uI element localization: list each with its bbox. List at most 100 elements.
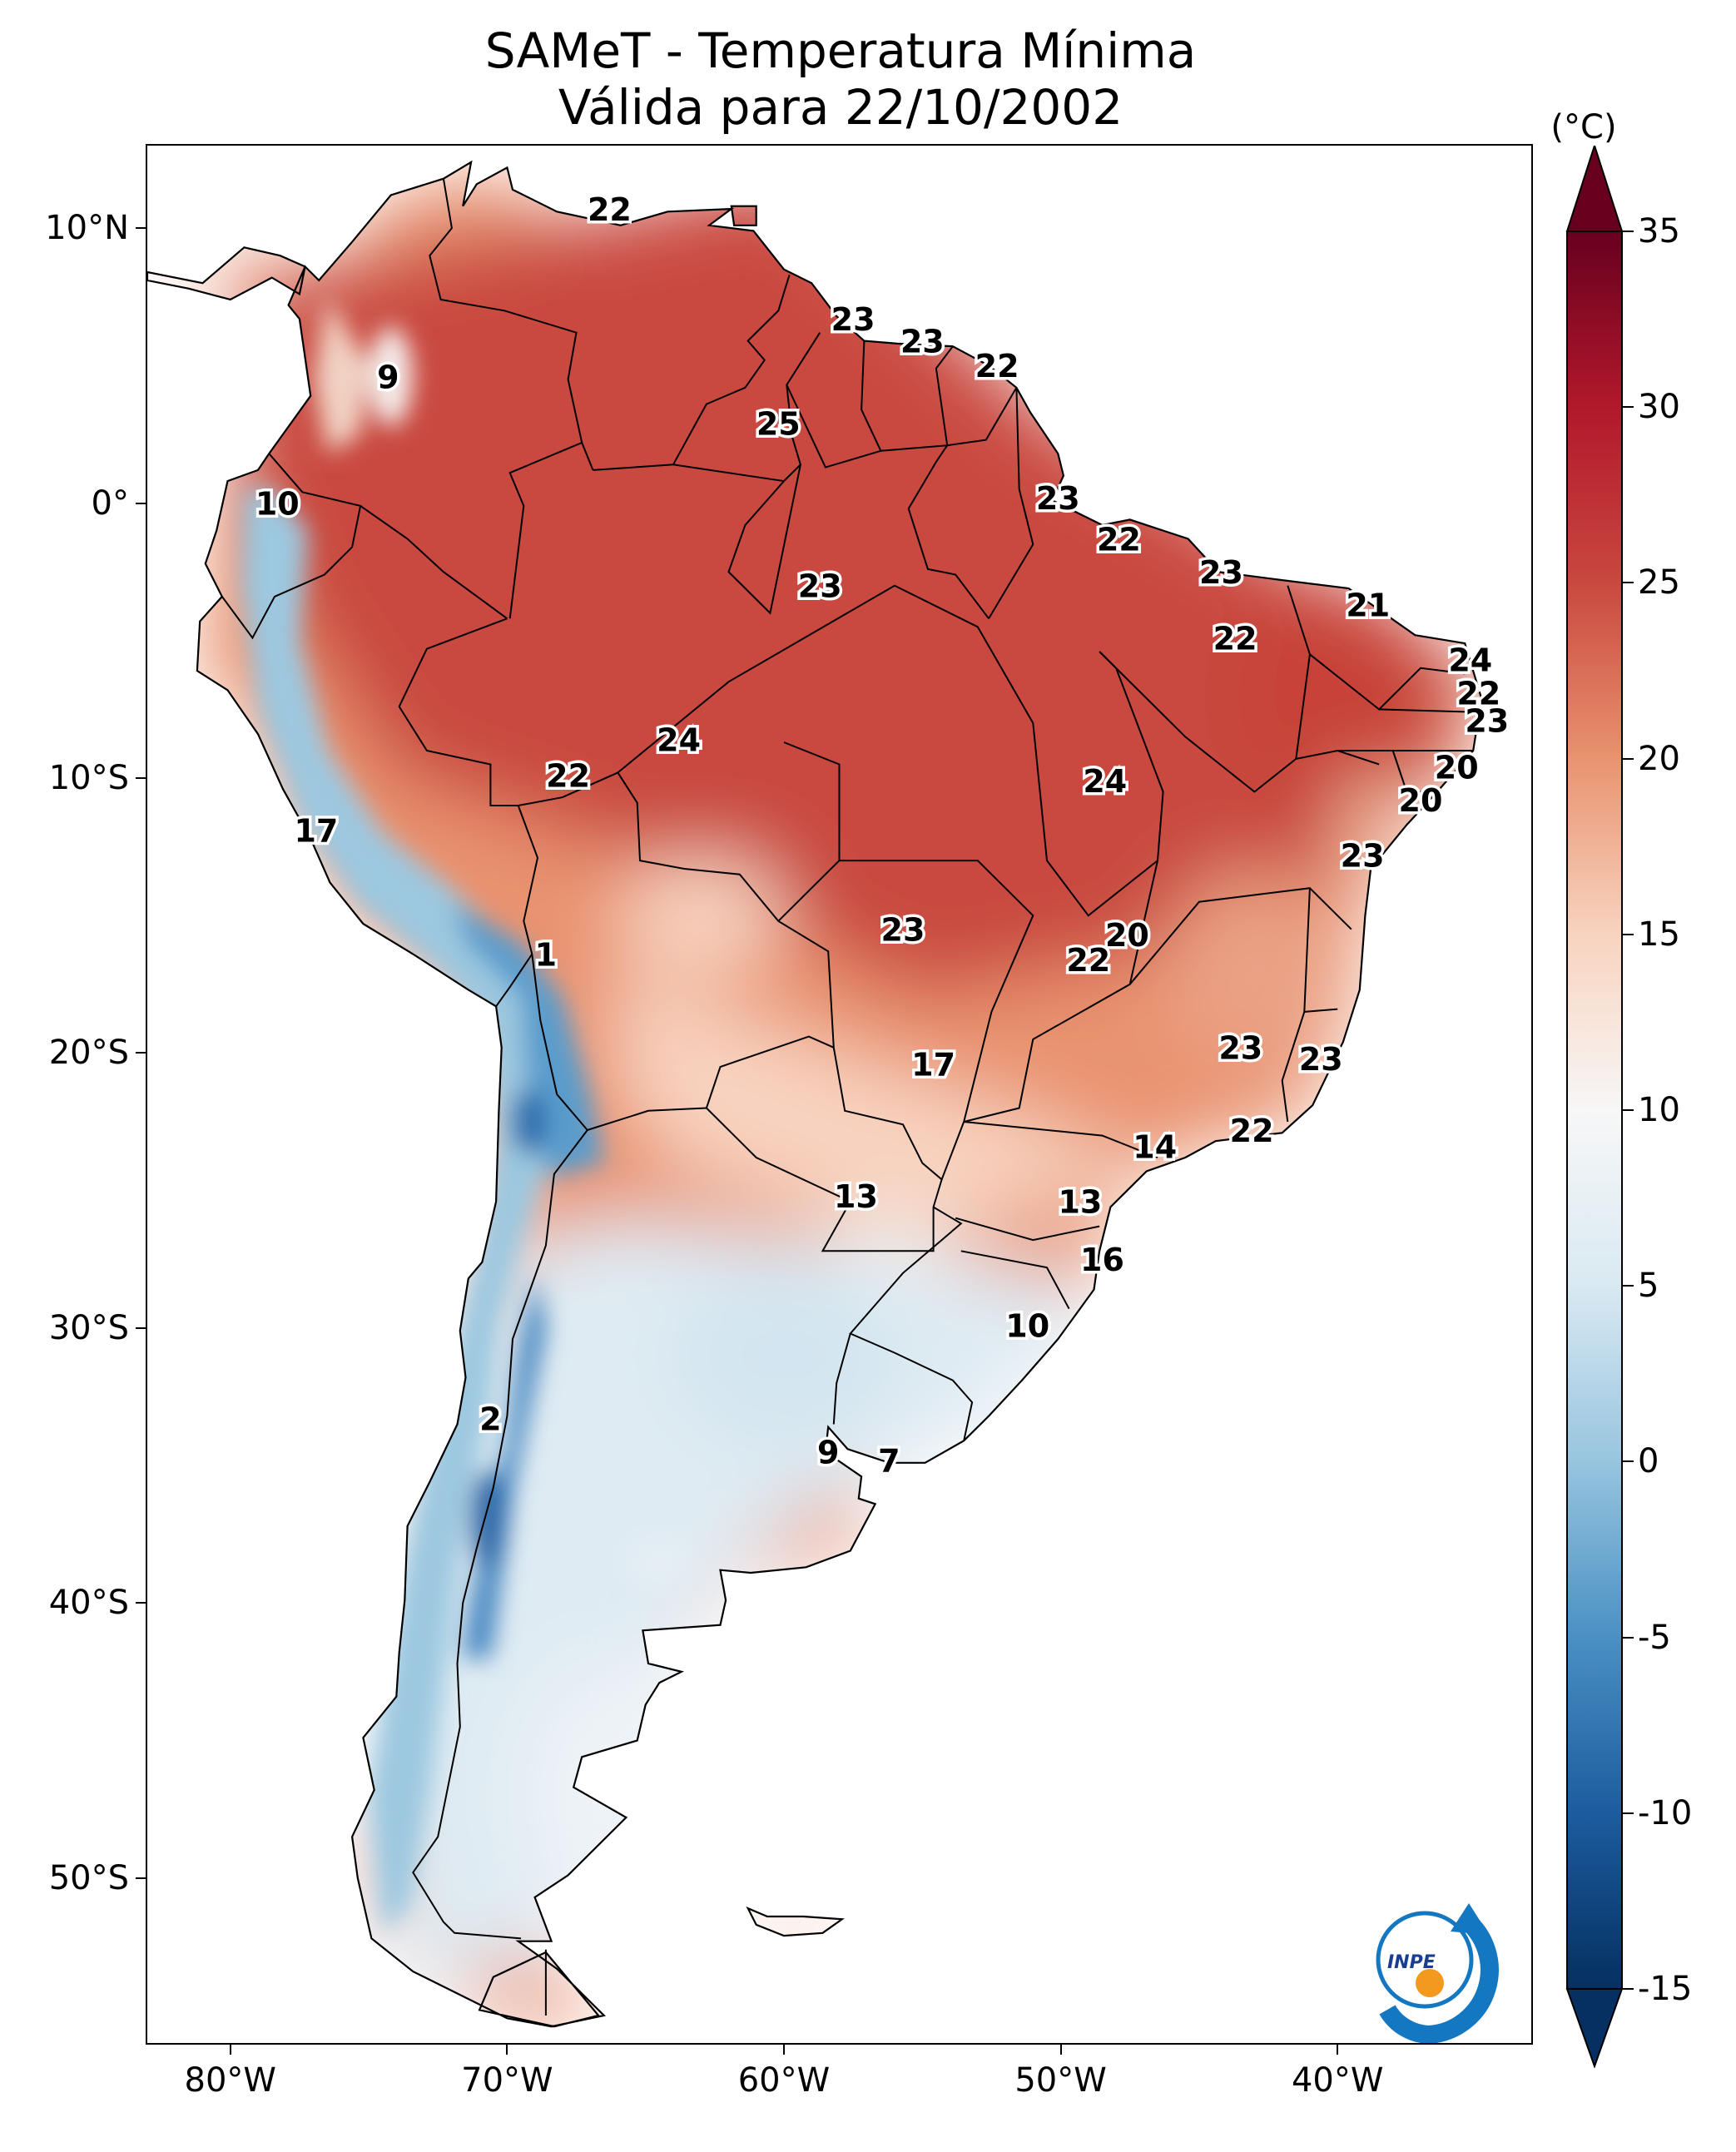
- border-line: [849, 1206, 974, 1441]
- zone-colombia-highlands: [313, 296, 370, 454]
- border-line: [1099, 651, 1380, 793]
- colorbar-tick-label: 5: [1638, 1267, 1659, 1306]
- colorbar-tick-mark: [1622, 1988, 1634, 1990]
- border-line: [960, 1250, 1070, 1310]
- colorbar-tick-label: 10: [1638, 1091, 1680, 1129]
- lat-tick-mark: [136, 1602, 146, 1604]
- lat-tick-label: 10°N: [45, 209, 129, 248]
- station-value-label: 24: [657, 722, 701, 759]
- map-title: SAMeT - Temperatura Mínima: [484, 22, 1197, 79]
- border-line: [777, 741, 841, 922]
- station-value-label: 20: [1435, 750, 1479, 786]
- colorbar-tick-mark: [1622, 1109, 1634, 1111]
- colorbar-tick-mark: [1622, 757, 1634, 760]
- border-line: [955, 1217, 1100, 1242]
- border-line: [907, 444, 990, 619]
- zone-cool-patagonia: [526, 1662, 710, 1929]
- station-value-label: 20: [1399, 782, 1443, 819]
- colorbar-tick-label: 35: [1638, 212, 1680, 250]
- station-value-label: 23: [1218, 1030, 1262, 1067]
- border-line: [963, 860, 1158, 1158]
- border-line: [531, 954, 707, 1132]
- border-line: [1391, 750, 1437, 793]
- colorbar-unit: (°C): [1550, 108, 1617, 146]
- colorbar-tick-label: 0: [1638, 1442, 1659, 1481]
- border-line: [1281, 1011, 1306, 1123]
- coastline: [147, 160, 1483, 2028]
- station-value-label: 23: [1341, 837, 1385, 874]
- zone-hot-northeast: [1238, 578, 1438, 812]
- station-value-label: 22: [546, 758, 590, 795]
- border-line: [947, 387, 1018, 447]
- lon-tick-mark: [506, 2045, 508, 2055]
- lat-tick-label: 50°S: [48, 1858, 129, 1897]
- station-value-label: 24: [1448, 642, 1492, 679]
- inpe-logo: INPE: [1376, 1903, 1499, 2043]
- lat-tick-label: 40°S: [48, 1584, 129, 1623]
- lon-tick-mark: [782, 2045, 785, 2055]
- zone-andes-cold: [241, 489, 574, 1933]
- border-line: [832, 1333, 851, 1425]
- lon-tick-label: 80°W: [184, 2061, 276, 2100]
- colorbar-tick-label: 20: [1638, 739, 1680, 778]
- lon-tick-label: 60°W: [737, 2061, 831, 2100]
- station-value-label: 23: [1199, 554, 1243, 591]
- station-value-label: 9: [377, 359, 399, 395]
- zone-mild-southeast: [1163, 870, 1347, 1071]
- lat-tick-label: 10°S: [48, 759, 129, 797]
- lon-tick-label: 40°W: [1291, 2061, 1384, 2100]
- border-line: [221, 453, 362, 640]
- colorbar-tick-mark: [1622, 582, 1634, 584]
- country-borders: [221, 178, 1476, 2016]
- map-area: 22 23 23 22 9 25 23 10 22 23 23 21 22 24 22 23 24 20 22 24 2…: [146, 144, 1533, 2045]
- colorbar-tick-label: -5: [1638, 1618, 1671, 1657]
- colorbar-tick-mark: [1622, 406, 1634, 409]
- station-value-label: 14: [1133, 1129, 1177, 1166]
- station-value-label: 22: [1066, 942, 1110, 979]
- border-line: [508, 441, 583, 619]
- lon-tick-label: 70°W: [461, 2061, 553, 2100]
- lon-tick-label: 50°W: [1014, 2061, 1107, 2100]
- lat-tick-mark: [136, 1877, 146, 1879]
- border-line: [839, 860, 1034, 1123]
- border-line: [727, 464, 801, 615]
- border-line: [1379, 708, 1476, 713]
- zone-andes-deep: [471, 1470, 505, 1571]
- lat-tick-label: 0°: [91, 483, 129, 523]
- station-value-label: 22: [1213, 620, 1257, 657]
- border-line: [360, 505, 508, 620]
- station-value-label: 21: [1346, 588, 1390, 624]
- station-value-label: 23: [900, 323, 945, 359]
- lat-tick-mark: [136, 502, 146, 504]
- station-value-label: 13: [1058, 1184, 1102, 1221]
- station-value-label: 25: [756, 406, 801, 443]
- station-value-label: 23: [1036, 480, 1080, 517]
- station-value-label: 16: [1080, 1242, 1124, 1278]
- station-value-label: 17: [911, 1047, 955, 1083]
- zone-atacama-cold: [510, 1088, 548, 1156]
- station-value-label: 23: [1299, 1041, 1343, 1078]
- station-value-label: 24: [1083, 763, 1127, 800]
- border-line: [617, 584, 1034, 774]
- station-value-label: 22: [1097, 521, 1141, 558]
- station-value-label: 1: [535, 936, 557, 973]
- station-value-label: 2: [479, 1401, 501, 1438]
- station-value-label: 9: [817, 1434, 839, 1470]
- zone-pampa-south: [626, 1536, 693, 1587]
- lat-tick-label: 20°S: [48, 1034, 129, 1073]
- station-value-label: 23: [1465, 702, 1509, 739]
- zone-mild: [618, 970, 1144, 1218]
- border-line: [672, 332, 821, 483]
- colorbar: [1565, 146, 1624, 2068]
- border-line: [988, 387, 1034, 619]
- station-value-label: 17: [294, 813, 338, 850]
- colorbar-tick-mark: [1622, 1460, 1634, 1463]
- zone-bogota: [369, 326, 413, 427]
- station-value-label: 23: [881, 912, 925, 949]
- zone-altiplano: [451, 901, 604, 1178]
- lon-tick-mark: [229, 2045, 231, 2055]
- station-value-label: 22: [1230, 1113, 1274, 1149]
- zone-mild-bolivia: [618, 857, 785, 974]
- border-line: [1128, 887, 1352, 985]
